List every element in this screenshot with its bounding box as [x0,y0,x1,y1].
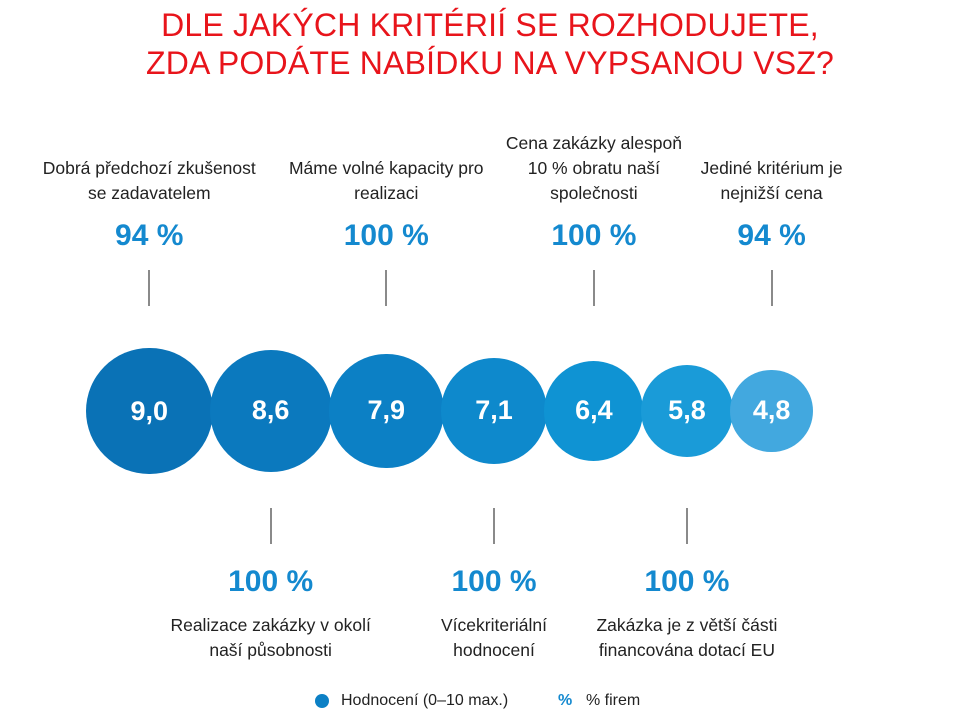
connector-tick [385,270,388,306]
percent-value: 100 % [644,565,730,598]
bubble-score-label: 5,8 [668,395,706,426]
criterion-label-line: Máme volné kapacity pro [288,158,484,178]
criterion-label-line: 10 % obratu naší [527,158,661,178]
percent-value: 100 % [551,219,637,252]
criterion-label-line: Vícekriteriální [441,615,548,635]
bubble-6: 5,8 [640,364,734,458]
criterion-label-line: společnosti [550,183,638,203]
bubble-2: 8,6 [209,349,332,473]
bubble-score-label: 7,1 [475,395,513,426]
criterion-label-line: naší působnosti [209,640,332,660]
chart-title-line-2: ZDA PODÁTE NABÍDKU NA VYPSANOU VSZ? [145,45,835,81]
bubble-3: 7,9 [328,353,444,469]
criterion-label: Realizace zakázky v okolí naší působnosti [141,613,401,663]
connector-tick [685,508,688,544]
percent-value: 94 % [737,219,806,252]
chart-title-line-1: DLE JAKÝCH KRITÉRIÍ SE ROZHODUJETE, [161,7,819,43]
criterion-label: Cena zakázky alespoň 10 % obratu naší spol… [464,131,724,206]
connector-tick [148,270,151,306]
criterion-label-line: realizaci [354,183,419,203]
bubble-1: 9,0 [86,347,213,475]
criterion-label: Máme volné kapacity pro realizaci [256,156,516,206]
criterion-label-line: Realizace zakázky v okolí [170,615,371,635]
criterion-label-line: Cena zakázky alespoň [505,133,682,153]
bubble-5: 6,4 [544,361,644,461]
criterion-label-line: nejnižší cena [720,183,823,203]
percent-value: 100 % [228,565,314,598]
bubble-score-label: 7,9 [367,395,406,426]
criterion-label-line: hodnocení [453,640,535,660]
connector-tick [493,508,496,544]
criterion-label: Jediné kritérium je nejnižší cena [642,156,902,206]
legend: Hodnocení (0–10 max.) % % firem [0,690,980,712]
bubble-4: 7,1 [440,357,548,465]
connector-tick [592,270,595,306]
legend-score-marker-icon [315,694,329,708]
bubble-7: 4,8 [730,369,813,453]
percent-value: 100 % [343,219,429,252]
connector-tick [770,270,773,306]
criterion-label-line: Dobrá předchozí zkušenost [42,158,256,178]
percent-value: 94 % [115,219,184,252]
bubble-score-label: 4,8 [752,395,791,426]
chart-title: DLE JAKÝCH KRITÉRIÍ SE ROZHODUJETE, ZDA … [0,6,980,82]
legend-score-label: Hodnocení (0–10 max.) [341,692,509,709]
bubble-score-label: 8,6 [251,395,290,426]
legend-percent-symbol: % [558,692,573,709]
criterion-label: Zakázka je z větší části financována dota… [557,613,817,663]
criterion-label-line: financována dotací EU [598,640,775,660]
bubble-score-label: 6,4 [575,395,613,426]
percent-value: 100 % [451,565,537,598]
criterion-label: Dobrá předchozí zkušenost se zadavatelem [19,156,279,206]
criterion-label: Vícekriteriální hodnocení [364,613,624,663]
legend-percent-label: % firem [586,692,641,709]
bubble-score-label: 9,0 [130,395,169,426]
criterion-label-line: Jediné kritérium je [700,158,843,178]
criterion-label-line: se zadavatelem [87,183,211,203]
criterion-label-line: Zakázka je z větší části [596,615,778,635]
connector-tick [269,508,272,544]
